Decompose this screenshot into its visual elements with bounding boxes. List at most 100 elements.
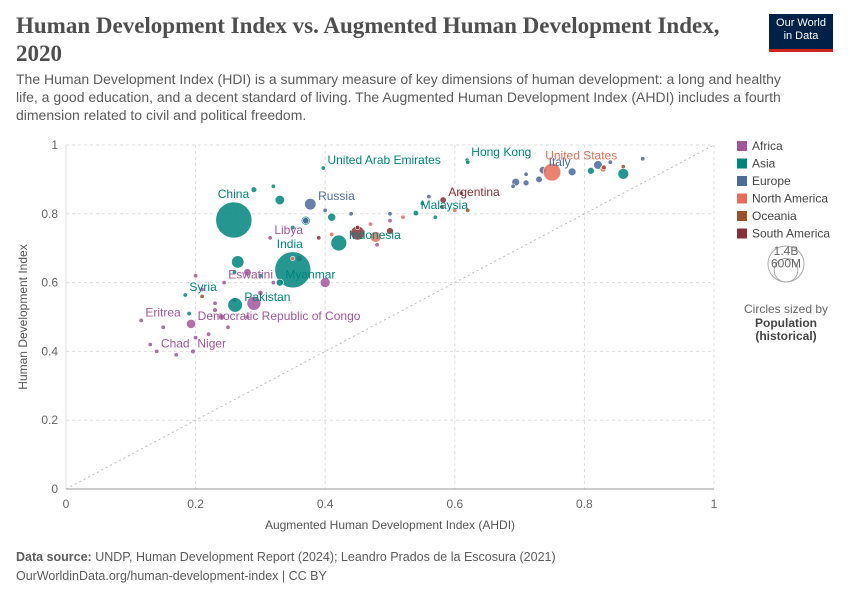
bubble bbox=[274, 251, 312, 289]
bubble bbox=[193, 273, 199, 279]
bubble bbox=[257, 289, 264, 296]
x-tick-label: 0 bbox=[63, 497, 70, 511]
size-legend-variable: Population (historical) bbox=[755, 316, 817, 343]
bubble bbox=[227, 297, 243, 313]
bubble bbox=[206, 331, 212, 337]
legend-swatch bbox=[737, 158, 747, 169]
point-label: Eritrea bbox=[145, 305, 181, 319]
bubble bbox=[322, 207, 328, 213]
bubble bbox=[593, 160, 603, 170]
bubble bbox=[215, 201, 253, 239]
bubble bbox=[374, 242, 380, 248]
y-tick-label: 0.6 bbox=[41, 276, 58, 290]
bubble bbox=[510, 183, 516, 189]
bubble bbox=[212, 300, 218, 306]
bubble bbox=[250, 186, 258, 193]
legend-swatch bbox=[737, 211, 747, 221]
bubble bbox=[368, 221, 374, 227]
y-axis-label: Human Development Index bbox=[16, 244, 30, 389]
legend-label: Asia bbox=[752, 157, 776, 171]
y-tick-label: 0 bbox=[51, 482, 58, 496]
bubble bbox=[225, 324, 231, 330]
bubble bbox=[458, 190, 464, 196]
bubble bbox=[231, 255, 245, 269]
x-tick-label: 1 bbox=[711, 497, 718, 511]
bubble bbox=[370, 231, 382, 243]
bubble bbox=[439, 196, 447, 204]
point-label: Malaysia bbox=[421, 198, 469, 212]
legend-swatch bbox=[737, 193, 747, 204]
bubble bbox=[190, 348, 196, 355]
bubble bbox=[523, 171, 529, 177]
x-axis-label: Augmented Human Development Index (AHDI) bbox=[265, 518, 515, 532]
legend-label: Africa bbox=[752, 139, 783, 153]
logo-text: in Data bbox=[783, 30, 819, 42]
point-label: Myanmar bbox=[285, 268, 335, 282]
size-legend-label: 1.4B bbox=[774, 244, 799, 258]
logo[interactable]: Our World in Data bbox=[769, 14, 833, 52]
bubble bbox=[304, 198, 317, 211]
bubble bbox=[231, 269, 237, 275]
bubble bbox=[432, 214, 438, 220]
bubble bbox=[419, 200, 425, 206]
bubble bbox=[173, 352, 179, 358]
bubble bbox=[387, 218, 393, 224]
bubble bbox=[186, 311, 192, 317]
bubble bbox=[221, 280, 227, 286]
footer: Data source: UNDP, Human Development Rep… bbox=[16, 548, 556, 586]
bubble bbox=[154, 348, 160, 354]
size-legend-label: 600M bbox=[771, 256, 801, 270]
bubble bbox=[330, 234, 348, 252]
legend-label: Oceania bbox=[752, 209, 797, 223]
legend-swatch bbox=[737, 176, 747, 186]
bubble bbox=[243, 268, 252, 277]
x-tick-label: 0.6 bbox=[446, 497, 463, 511]
point-label: Russia bbox=[318, 189, 355, 203]
bubble bbox=[218, 313, 225, 321]
bubble bbox=[270, 183, 276, 189]
point-label: Niger bbox=[197, 336, 226, 350]
point-label: Argentina bbox=[448, 185, 500, 199]
bubble bbox=[535, 175, 543, 183]
logo-text: Our World bbox=[776, 17, 826, 29]
bubble bbox=[199, 286, 205, 292]
bubble bbox=[257, 273, 263, 279]
reference-line bbox=[65, 144, 715, 490]
bubble bbox=[400, 214, 406, 220]
bubble bbox=[426, 194, 432, 200]
bubble bbox=[147, 342, 153, 348]
bubble bbox=[320, 165, 326, 171]
bubble bbox=[267, 235, 273, 241]
url: OurWorldinData.org/human-development-ind… bbox=[16, 569, 327, 583]
point-label: Libya bbox=[274, 223, 303, 237]
bubble bbox=[138, 317, 144, 323]
bubble bbox=[620, 164, 626, 170]
bubble bbox=[290, 225, 296, 231]
bubble bbox=[542, 163, 562, 182]
legend-label: North America bbox=[752, 192, 828, 206]
bubble bbox=[246, 295, 262, 311]
bubble bbox=[270, 280, 276, 286]
bubble bbox=[601, 164, 607, 171]
size-legend-variable-line: (historical) bbox=[755, 329, 816, 343]
bubble bbox=[412, 210, 419, 217]
legend-label: South America bbox=[752, 227, 830, 241]
bubble bbox=[465, 207, 471, 213]
point-label: United Arab Emirates bbox=[327, 153, 440, 167]
point-label: Eswatini bbox=[228, 268, 273, 282]
point-label: Syria bbox=[189, 280, 217, 294]
point-label: Hong Kong bbox=[471, 145, 531, 159]
bubble bbox=[274, 195, 285, 206]
source: UNDP, Human Development Report (2024); L… bbox=[95, 550, 556, 564]
y-tick-label: 0.2 bbox=[41, 413, 58, 427]
point-label: Democratic Republic of Congo bbox=[198, 309, 361, 323]
bubble bbox=[387, 211, 393, 217]
bubble bbox=[567, 167, 577, 177]
bubble bbox=[302, 217, 310, 225]
bubble bbox=[199, 293, 205, 299]
x-tick-label: 0.4 bbox=[317, 497, 334, 511]
size-legend-title: Circles sized by bbox=[744, 302, 828, 316]
point-label: Pakistan bbox=[244, 290, 290, 304]
y-tick-label: 0.8 bbox=[41, 207, 58, 221]
